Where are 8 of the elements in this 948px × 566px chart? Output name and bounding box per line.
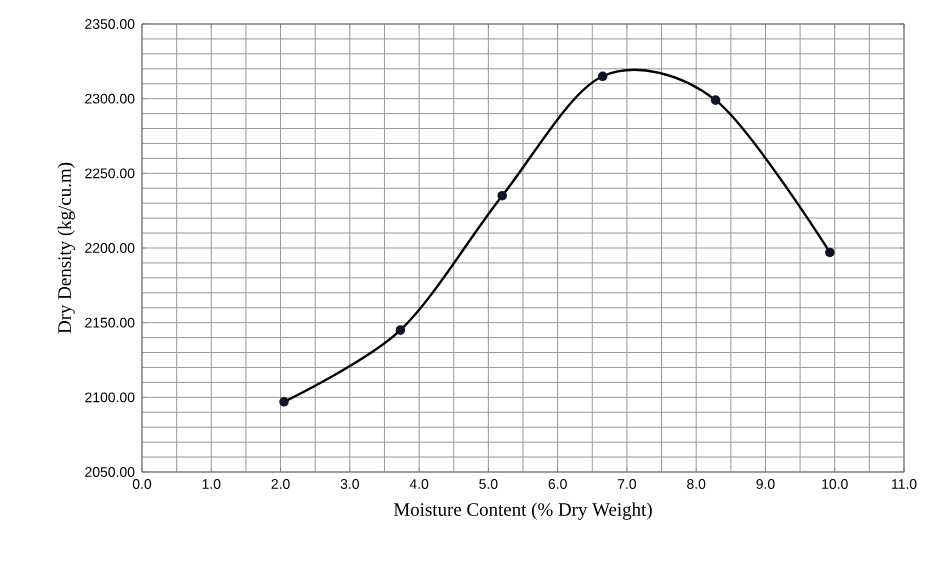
x-axis-title: Moisture Content (% Dry Weight)	[393, 502, 652, 520]
point	[597, 71, 608, 82]
point	[710, 95, 721, 105]
point	[825, 247, 835, 258]
point	[279, 397, 289, 407]
point	[395, 325, 406, 335]
y-axis-title: Dry Density (kg/cu.m)	[57, 162, 75, 334]
point	[497, 190, 508, 201]
